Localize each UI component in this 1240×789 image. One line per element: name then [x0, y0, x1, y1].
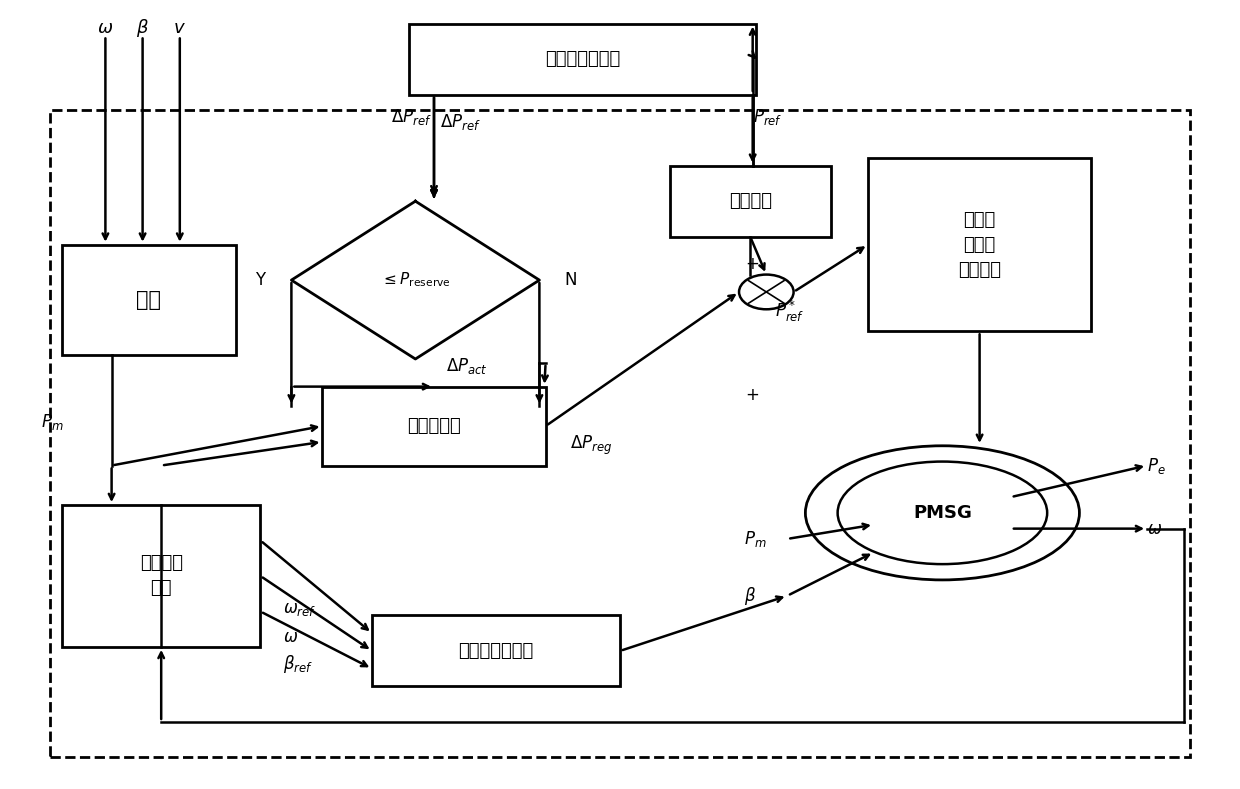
Text: $\omega$: $\omega$	[283, 628, 298, 645]
Text: 频率控制器: 频率控制器	[407, 417, 461, 435]
Bar	[62, 245, 236, 355]
Text: $v$: $v$	[174, 19, 186, 36]
Text: $P_m$: $P_m$	[744, 529, 766, 549]
Bar	[868, 158, 1091, 331]
Text: PMSG: PMSG	[913, 504, 972, 522]
Text: $\Delta P_{act}$: $\Delta P_{act}$	[446, 356, 489, 376]
Text: $P_e$: $P_e$	[1147, 455, 1166, 476]
Text: 转子侧
变频器
有功控制: 转子侧 变频器 有功控制	[959, 211, 1001, 279]
Text: 桨距角控制单元: 桨距角控制单元	[459, 642, 533, 660]
Text: +: +	[745, 386, 760, 403]
Text: 风机: 风机	[136, 290, 161, 310]
Text: +: +	[745, 256, 760, 273]
Text: $P^*_{ref}$: $P^*_{ref}$	[775, 299, 805, 324]
Text: $P_m$: $P_m$	[41, 412, 63, 432]
Bar	[50, 110, 1190, 757]
Text: $\Delta P_{ref}$: $\Delta P_{ref}$	[391, 107, 432, 127]
Text: N: N	[564, 271, 577, 289]
Bar	[322, 387, 546, 466]
Bar	[409, 24, 756, 95]
Text: $\omega$: $\omega$	[1147, 520, 1162, 537]
Text: $\leq P_{\mathrm{reserve}}$: $\leq P_{\mathrm{reserve}}$	[381, 271, 450, 290]
Text: $\beta_{ref}$: $\beta_{ref}$	[283, 653, 312, 675]
Bar	[670, 166, 831, 237]
Text: $P_{ref}$: $P_{ref}$	[753, 107, 782, 127]
Text: $\Delta P_{reg}$: $\Delta P_{reg}$	[570, 434, 613, 458]
Text: 参数优化
模块: 参数优化 模块	[140, 555, 182, 597]
Text: Y: Y	[255, 271, 265, 289]
Text: $\Delta P_{ref}$: $\Delta P_{ref}$	[440, 112, 481, 133]
Polygon shape	[291, 201, 539, 359]
Bar	[372, 615, 620, 686]
Ellipse shape	[838, 462, 1047, 564]
Text: 风电场控制系统: 风电场控制系统	[546, 50, 620, 68]
Ellipse shape	[806, 446, 1079, 580]
Text: $\beta$: $\beta$	[136, 17, 149, 39]
Text: $\beta$: $\beta$	[744, 585, 756, 607]
Text: $\omega_{ref}$: $\omega_{ref}$	[283, 600, 316, 618]
Text: 减载控制: 减载控制	[729, 193, 771, 210]
Text: $\omega$: $\omega$	[97, 19, 114, 36]
Bar	[62, 505, 260, 647]
